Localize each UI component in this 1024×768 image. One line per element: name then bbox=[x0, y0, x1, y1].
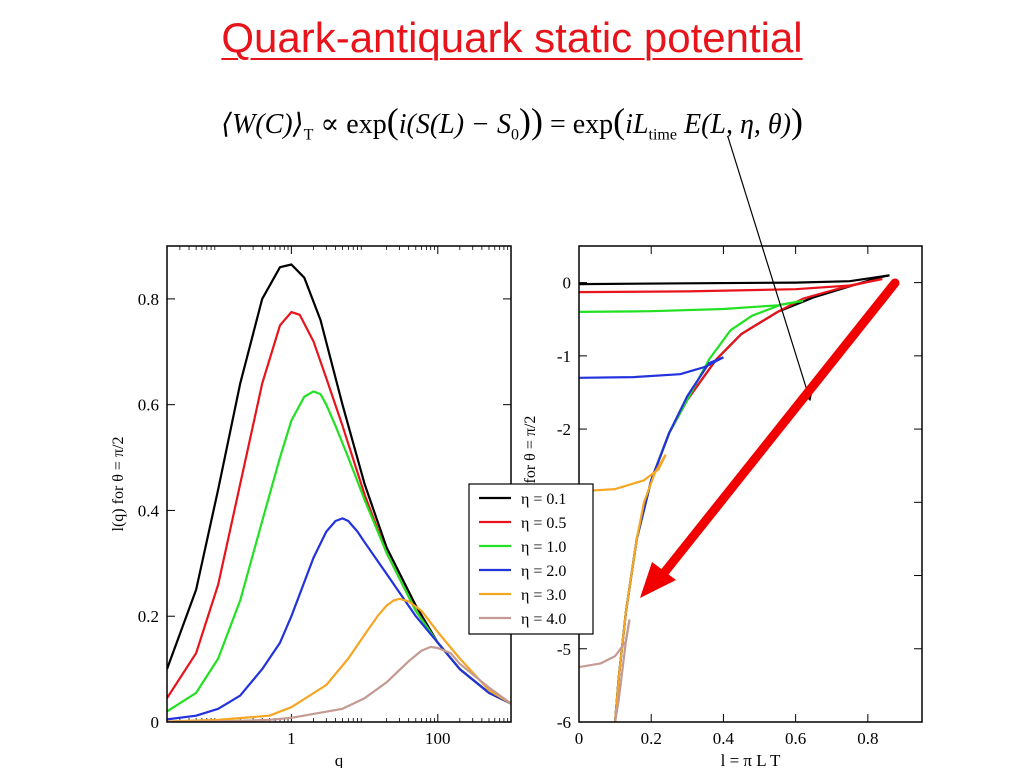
left-chart-series-line bbox=[167, 311, 511, 705]
formula-exp-1: exp bbox=[346, 109, 387, 140]
potential-formula: ⟨W(C)⟩T ∝ exp(i(S(L) − S0)) = exp(iLtime… bbox=[221, 101, 803, 144]
left-chart-xlabel: q bbox=[335, 751, 344, 768]
right-chart-xtick-label: 0 bbox=[575, 729, 584, 748]
right-chart-ytick-label: 0 bbox=[563, 274, 572, 293]
left-chart-ytick-label: 0.2 bbox=[138, 607, 159, 626]
right-chart-ytick-label: -2 bbox=[557, 420, 571, 439]
slide-title: Quark-antiquark static potential bbox=[221, 14, 803, 61]
right-chart-xtick-label: 0.2 bbox=[641, 729, 662, 748]
left-chart-series-line bbox=[167, 645, 511, 722]
right-chart-series-branch bbox=[614, 356, 724, 722]
left-chart-series-line bbox=[167, 597, 511, 722]
formula-pointer-arrow bbox=[727, 136, 813, 402]
left-chart-series-group bbox=[167, 263, 511, 722]
right-chart-xtick-label: 0.4 bbox=[713, 729, 735, 748]
right-chart-series-branch bbox=[614, 454, 667, 722]
legend-entry: η = 1.0 bbox=[521, 539, 566, 556]
legend-entry: η = 2.0 bbox=[521, 563, 566, 580]
left-chart: 1 100 0 0.2 0.4 0.6 0.8 q l(q) for θ = π/2 bbox=[110, 245, 512, 768]
right-chart-xlabel: l = π L T bbox=[721, 751, 781, 768]
left-chart-series-line bbox=[167, 263, 511, 705]
right-chart-series-branch bbox=[614, 619, 631, 722]
red-arrow bbox=[640, 278, 900, 598]
legend-frame bbox=[468, 483, 594, 635]
legend-entry: η = 3.0 bbox=[521, 587, 566, 604]
left-chart-xtick-label: 100 bbox=[425, 729, 451, 748]
legend: η = 0.1 η = 0.5 η = 1.0 η = 2.0 η = 3.0 η = 4… bbox=[468, 483, 594, 635]
left-chart-ytick-label: 0 bbox=[151, 713, 160, 732]
right-chart-series-group bbox=[579, 274, 890, 722]
right-chart-xtick-label: 0.6 bbox=[785, 729, 806, 748]
right-chart-ytick-label: -5 bbox=[557, 640, 571, 659]
formula-proportional: ∝ bbox=[320, 109, 340, 140]
left-chart-xtick-label: 1 bbox=[287, 729, 296, 748]
right-chart-series-line bbox=[579, 356, 724, 379]
left-chart-ytick-label: 0.6 bbox=[138, 396, 159, 415]
left-chart-ytick-label: 0.4 bbox=[138, 501, 160, 520]
right-chart-xtick-label: 0.8 bbox=[857, 729, 878, 748]
formula-lt: iL bbox=[625, 109, 649, 140]
left-chart-series-line bbox=[167, 517, 511, 721]
left-chart-ytick-label: 0.8 bbox=[138, 290, 159, 309]
formula-exp-2: exp bbox=[572, 109, 614, 140]
legend-entry: η = 4.0 bbox=[521, 611, 566, 628]
right-chart-ytick-label: -1 bbox=[557, 347, 571, 366]
right-chart: 00.20.40.60.80-1-2-3-4-5-6l = π L TE(l,θ… bbox=[522, 245, 923, 768]
legend-entry: η = 0.1 bbox=[521, 491, 566, 508]
left-chart-ylabel: l(q) for θ = π/2 bbox=[110, 437, 127, 532]
legend-entry: η = 0.5 bbox=[521, 515, 566, 532]
formula-energy: E(L, η, θ) bbox=[676, 109, 791, 140]
formula-lhs: ⟨W(C)⟩T bbox=[221, 109, 314, 144]
right-chart-ytick-label: -6 bbox=[557, 713, 571, 732]
formula-action-diff: i(S(L) − S bbox=[398, 109, 511, 140]
formula-equals: = bbox=[549, 109, 566, 140]
right-chart-series-line bbox=[579, 274, 890, 286]
